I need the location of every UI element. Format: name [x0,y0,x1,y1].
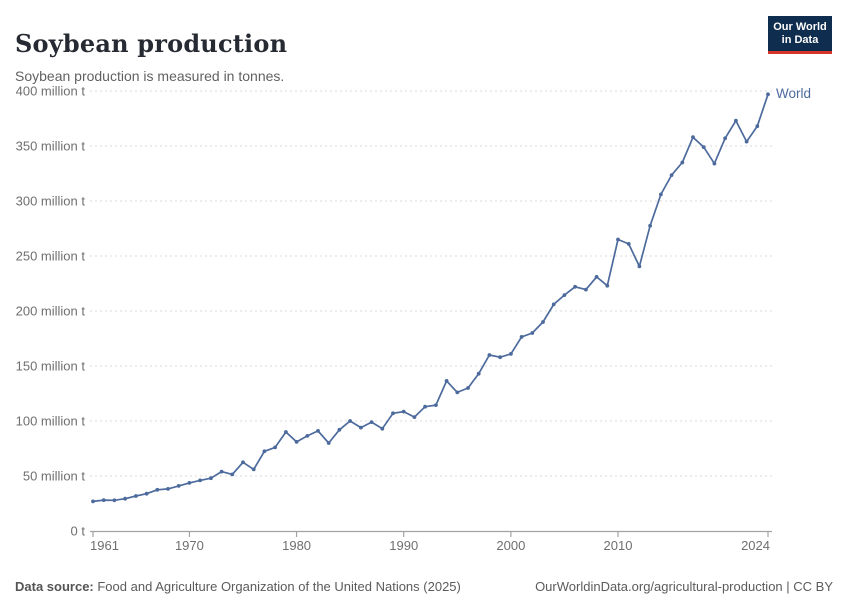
data-point[interactable] [101,498,106,502]
data-point[interactable] [412,415,417,419]
data-point[interactable] [91,499,95,504]
data-point[interactable] [112,498,117,503]
data-point[interactable] [573,284,577,289]
y-axis-tick-label: 150 million t [16,359,86,374]
data-point[interactable] [509,352,513,356]
data-point[interactable] [273,445,277,450]
owid-logo-line2: in Data [781,34,819,46]
data-point[interactable] [766,92,770,97]
data-point[interactable] [723,136,727,141]
data-point[interactable] [744,139,749,144]
owid-logo[interactable]: Our World in Data [768,16,832,54]
x-axis-tick-label: 2010 [604,538,633,553]
data-source-label: Data source: [15,579,94,594]
data-point[interactable] [176,484,181,488]
y-axis-tick-label: 0 t [71,524,86,539]
data-point[interactable] [241,460,245,465]
x-axis-tick-label: 1970 [175,538,204,553]
data-point[interactable] [144,491,149,496]
data-point[interactable] [455,390,460,395]
data-point[interactable] [616,237,620,242]
owid-link[interactable]: OurWorldinData.org/agricultural-producti… [535,579,833,594]
data-point[interactable] [755,124,760,129]
data-point[interactable] [626,242,631,246]
data-point[interactable] [305,434,310,438]
data-point[interactable] [155,487,160,492]
data-point[interactable] [734,118,738,123]
data-point[interactable] [562,293,567,297]
y-axis-tick-label: 200 million t [16,304,86,319]
x-axis-tick-label: 2024 [741,538,770,553]
data-point[interactable] [659,192,663,197]
y-axis-tick-label: 400 million t [16,84,86,99]
y-axis-tick-label: 50 million t [23,469,86,484]
data-point[interactable] [605,283,610,288]
series-label-world: World [776,86,812,102]
data-point[interactable] [166,487,170,491]
page-subtitle: Soybean production is measured in tonnes… [15,68,285,84]
data-point[interactable] [326,441,331,445]
data-point[interactable] [337,427,342,432]
data-point[interactable] [530,331,535,335]
data-point[interactable] [219,469,224,474]
x-axis-tick-label: 1961 [90,538,119,553]
data-point[interactable] [701,145,706,150]
data-point[interactable] [391,411,395,416]
y-axis-tick-label: 350 million t [16,139,86,154]
data-point[interactable] [230,472,235,477]
data-point[interactable] [444,379,449,383]
data-point[interactable] [198,478,203,483]
data-point[interactable] [251,467,256,472]
x-axis-tick-label: 1990 [389,538,418,553]
data-point[interactable] [284,430,288,434]
data-point[interactable] [584,287,588,292]
x-axis-tick-label: 1980 [282,538,311,553]
data-point[interactable] [498,355,502,360]
data-point[interactable] [594,275,599,279]
data-point[interactable] [134,494,138,498]
y-axis-tick-label: 300 million t [16,194,86,209]
data-point[interactable] [712,161,717,166]
x-axis-tick-label: 2000 [496,538,525,553]
data-point[interactable] [401,409,406,414]
data-point[interactable] [316,429,320,433]
data-point[interactable] [380,426,385,431]
data-point[interactable] [123,496,127,501]
data-point[interactable] [637,264,642,269]
data-point[interactable] [359,425,363,430]
data-point[interactable] [466,386,470,390]
data-point[interactable] [423,404,427,409]
data-point[interactable] [262,449,267,454]
data-point[interactable] [369,420,374,424]
data-point[interactable] [680,160,685,165]
data-point[interactable] [294,440,299,444]
data-point[interactable] [669,173,674,178]
data-point[interactable] [691,135,695,140]
data-point[interactable] [348,419,352,423]
data-point[interactable] [434,403,438,407]
data-point[interactable] [187,481,192,485]
y-axis-tick-label: 100 million t [16,414,86,429]
world-series-line[interactable] [92,93,769,503]
owid-logo-line1: Our World [773,21,827,33]
page-title: Soybean production [15,29,288,59]
data-point[interactable] [551,302,556,307]
data-point[interactable] [519,335,524,339]
data-point[interactable] [648,223,652,228]
data-point[interactable] [541,320,545,324]
data-point[interactable] [209,476,213,481]
data-source-text: Food and Agriculture Organization of the… [93,579,461,594]
data-point[interactable] [487,353,492,357]
data-source-note: Data source: Food and Agriculture Organi… [15,579,461,594]
data-point[interactable] [476,371,481,376]
y-axis-tick-label: 250 million t [16,249,86,264]
